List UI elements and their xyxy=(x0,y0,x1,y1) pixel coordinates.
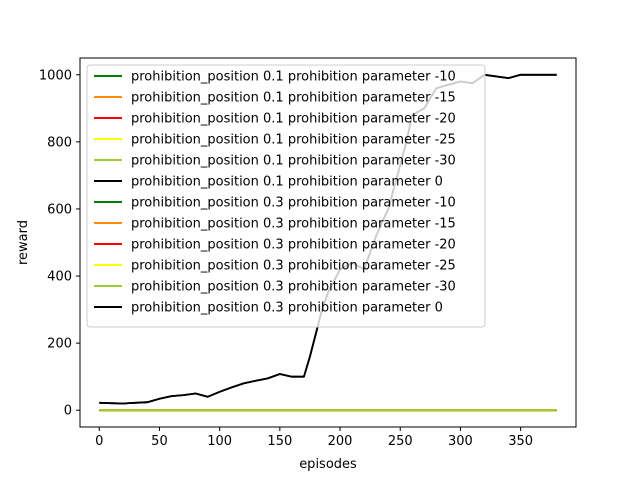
legend-entry: prohibition_position 0.1 prohibition par… xyxy=(131,175,443,190)
x-axis-ticks: 0 50 100 150 200 250 300 350 xyxy=(95,427,533,449)
y-axis-label: reward xyxy=(16,220,31,265)
y-tick-label: 600 xyxy=(47,202,72,217)
legend-entry: prohibition_position 0.1 prohibition par… xyxy=(131,133,456,148)
legend-entry: prohibition_position 0.1 prohibition par… xyxy=(131,91,456,106)
y-tick-label: 400 xyxy=(47,270,72,285)
legend-entry: prohibition_position 0.3 prohibition par… xyxy=(131,259,456,274)
x-axis-label: episodes xyxy=(299,457,357,472)
legend-box xyxy=(86,64,486,328)
x-tick-label: 50 xyxy=(151,434,168,449)
legend-entry: prohibition_position 0.3 prohibition par… xyxy=(131,196,456,211)
series-layer xyxy=(99,73,557,412)
legend-entry: prohibition_position 0.3 prohibition par… xyxy=(131,217,456,232)
legend-entry: prohibition_position 0.1 prohibition par… xyxy=(131,70,456,85)
axes-frame xyxy=(79,57,577,428)
x-tick-label: 200 xyxy=(328,434,353,449)
legend-entry: prohibition_position 0.3 prohibition par… xyxy=(131,238,456,253)
y-tick-label: 0 xyxy=(64,404,72,419)
x-tick-label: 0 xyxy=(95,434,103,449)
x-tick-label: 250 xyxy=(388,434,413,449)
x-tick-label: 100 xyxy=(207,434,232,449)
x-tick-label: 300 xyxy=(448,434,473,449)
x-tick-label: 350 xyxy=(508,434,533,449)
y-axis-ticks: 0 200 400 600 800 1000 xyxy=(39,68,80,419)
legend-entry: prohibition_position 0.1 prohibition par… xyxy=(131,154,456,169)
legend-entry: prohibition_position 0.3 prohibition par… xyxy=(131,280,456,295)
legend-entry: prohibition_position 0.3 prohibition par… xyxy=(131,301,443,316)
legend: prohibition_position 0.1 prohibition par… xyxy=(86,64,486,328)
y-tick-label: 200 xyxy=(47,337,72,352)
y-tick-label: 800 xyxy=(47,135,72,150)
x-tick-label: 150 xyxy=(267,434,292,449)
y-tick-label: 1000 xyxy=(39,68,72,83)
legend-entry: prohibition_position 0.1 prohibition par… xyxy=(131,112,456,127)
